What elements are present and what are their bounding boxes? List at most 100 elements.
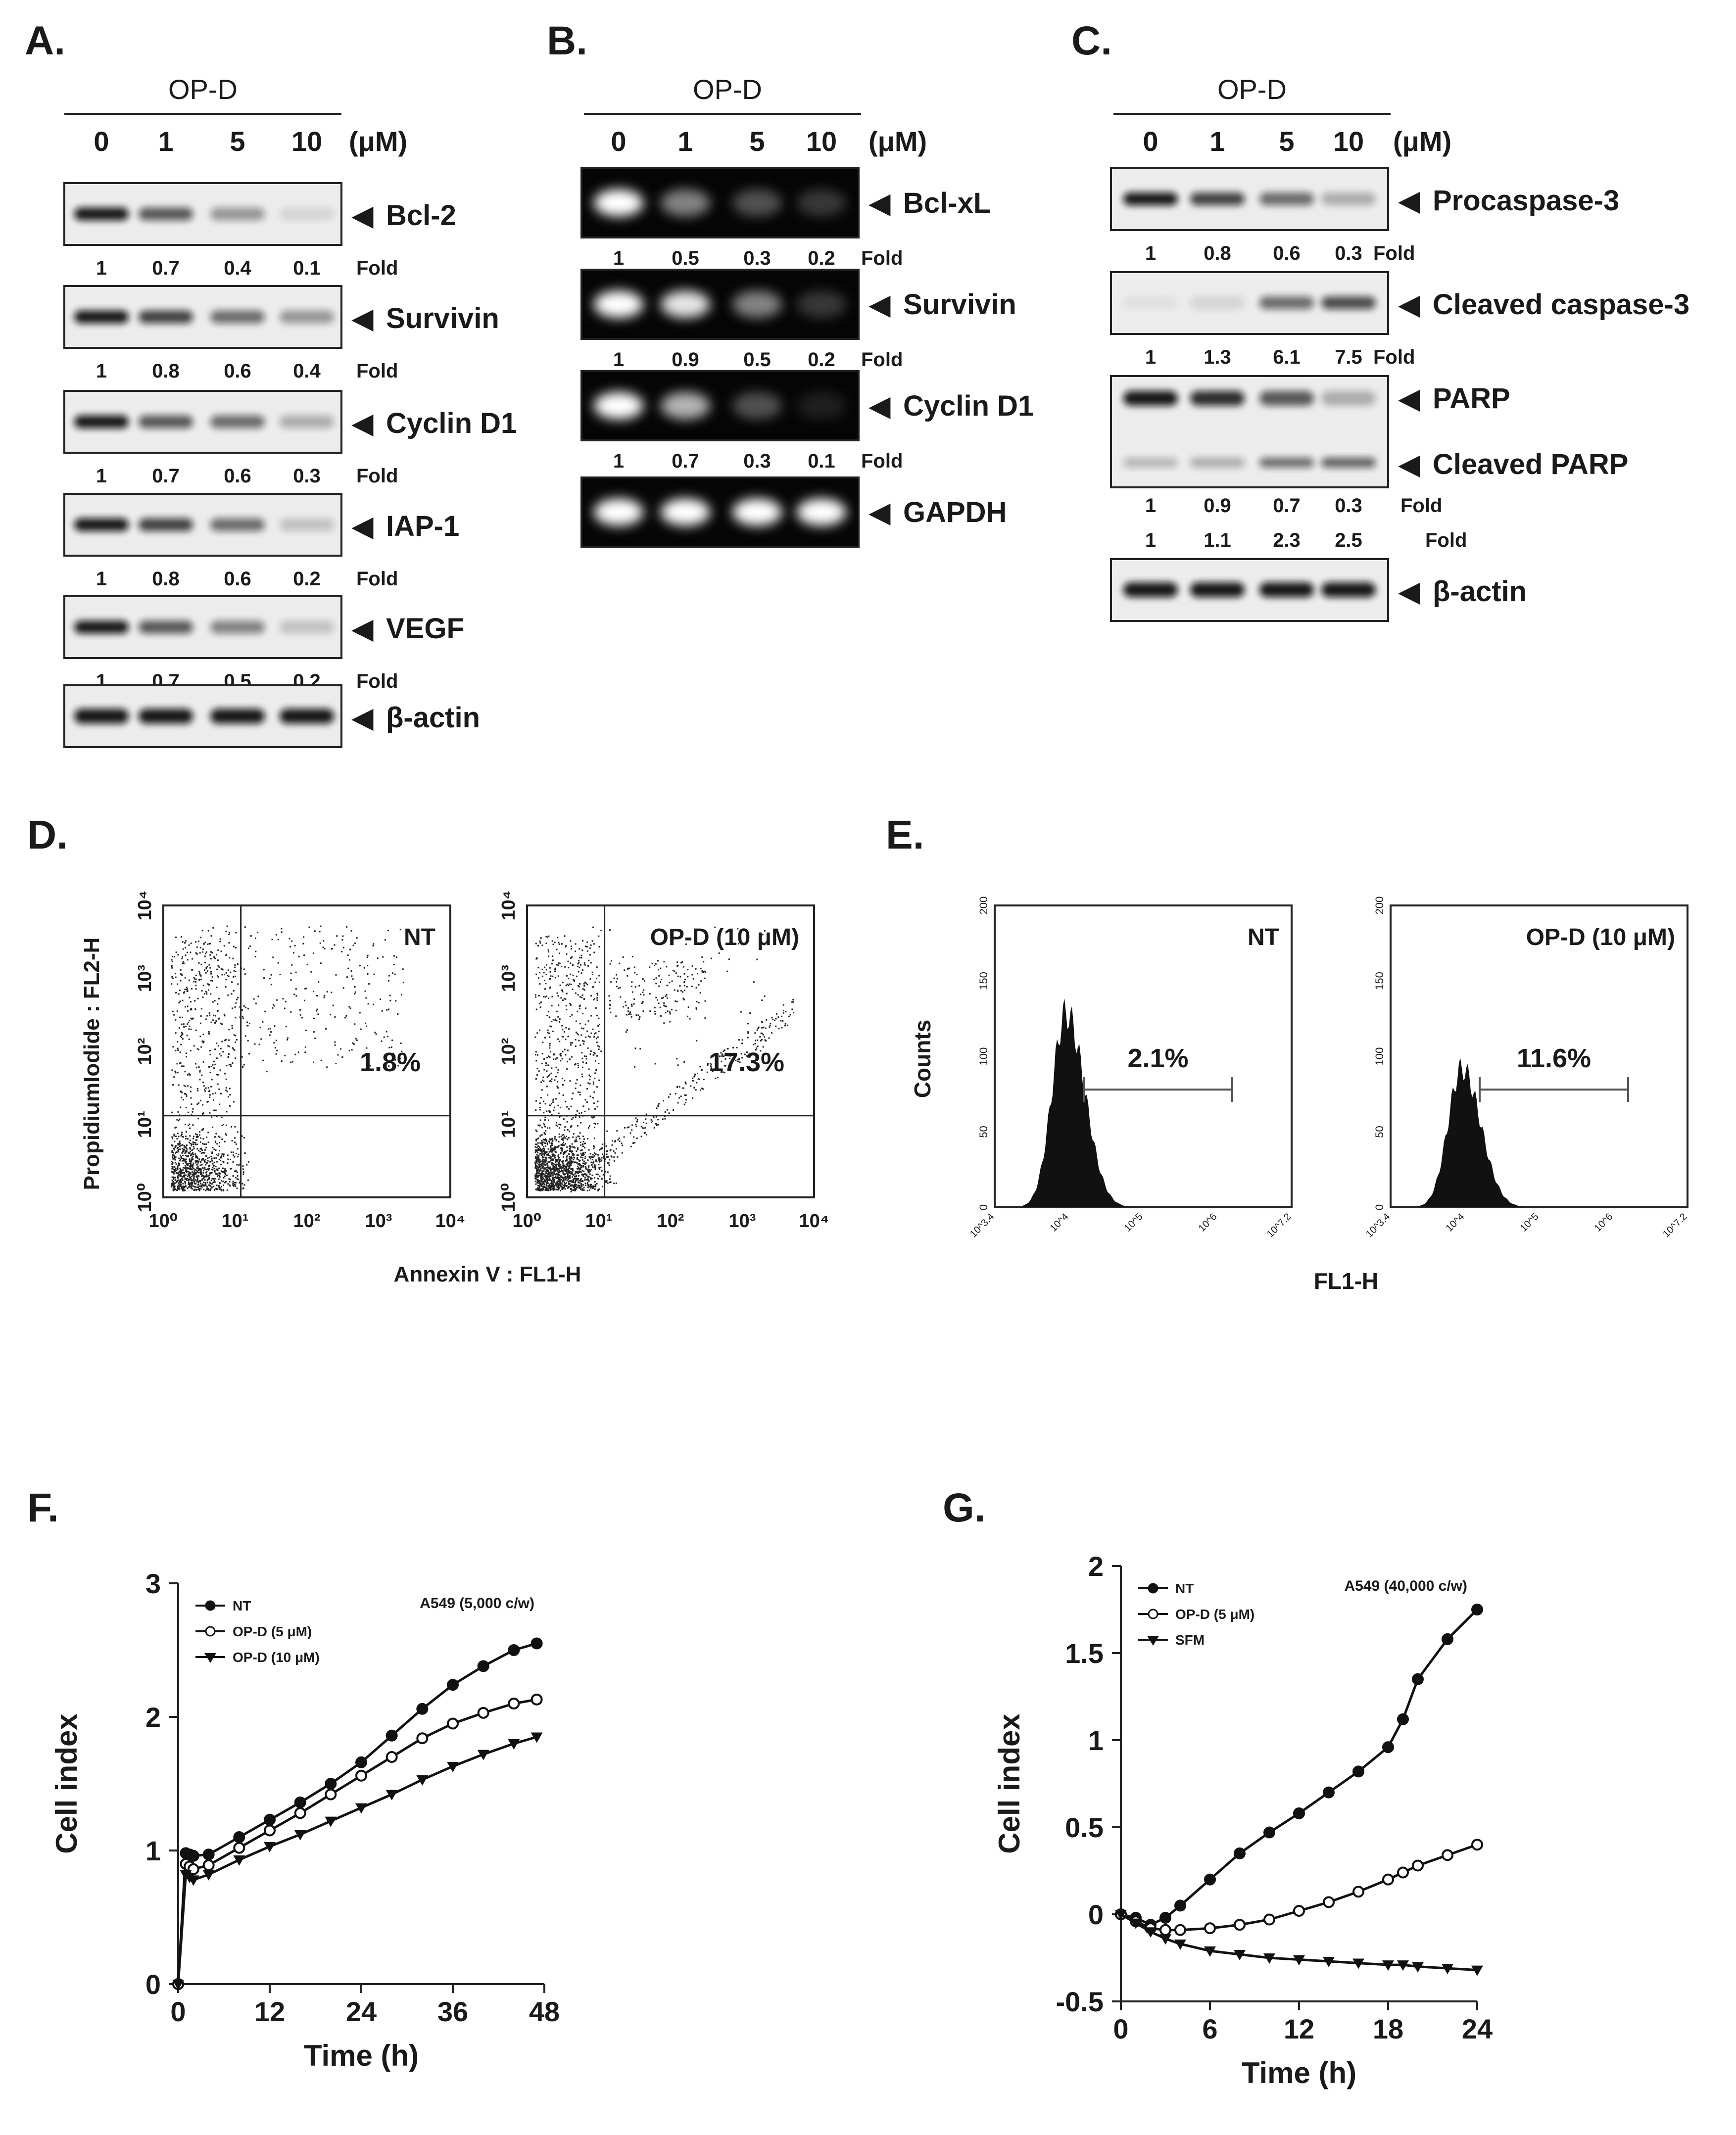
- panel-a-bcl-2-label: Bcl-2: [386, 199, 456, 232]
- panel-b-gapdh-arrow: ◀: [868, 496, 891, 528]
- panel-g-series-0-point-5: [1204, 1873, 1216, 1886]
- panel-a-vegf-band-3: [280, 620, 334, 634]
- panel-a-dose-0: 0: [94, 126, 109, 157]
- panel-g-series-1-point-9: [1323, 1896, 1335, 1908]
- panel-d-plot-op-d-xtick-4: 10⁴: [799, 1211, 829, 1232]
- panel-c-cleaved-caspase-3-band-3: [1321, 296, 1376, 309]
- panel-c-procaspase-3-arrow: ◀: [1398, 185, 1420, 217]
- panel-g-series-0-point-6: [1234, 1847, 1246, 1859]
- panel-b-gapdh-band-3: [797, 498, 846, 526]
- panel-g-series-0-point-11: [1382, 1741, 1394, 1754]
- panel-f-series-2-point-10: [386, 1790, 398, 1801]
- panel-a-vegf-band-0: [74, 620, 129, 634]
- panel-f-series-2-legend-label: OP-D (10 μM): [233, 1650, 320, 1665]
- panel-f-ytick-2: 2: [145, 1702, 161, 1733]
- panel-a-iap-1-arrow: ◀: [351, 510, 374, 542]
- panel-g-series-0-legend-marker: [1148, 1583, 1158, 1594]
- panel-b-gapdh-label: GAPDH: [903, 496, 1007, 528]
- panel-f-series-1-point-4: [202, 1859, 215, 1871]
- panel-g-series-2-point-2: [1145, 1927, 1157, 1938]
- panel-b-survivin-band-3: [797, 290, 846, 318]
- panel-e-plot-op-d-xtick-1: 10^4: [1444, 1211, 1467, 1234]
- panel-b-bcl-xl-label: Bcl-xL: [903, 187, 991, 219]
- panel-e-plot-op-d-xtick-2: 10^5: [1518, 1211, 1541, 1234]
- panel-f-series-1-legend-marker: [205, 1626, 216, 1637]
- panel-g-series-2-point-7: [1263, 1953, 1275, 1964]
- panel-g-xtick-1: 6: [1202, 2013, 1217, 2044]
- panel-d-y-label: PropidiumIodide : FL2-H: [80, 938, 104, 1190]
- panel-g-series-0-point-9: [1323, 1786, 1335, 1799]
- panel-f-series-2-point-6: [264, 1842, 276, 1852]
- panel-g-series-1-legend-marker: [1148, 1609, 1158, 1619]
- panel-a-unit: (μM): [349, 126, 407, 157]
- panel-c-cleaved-parp-fold-1: 1.1: [1204, 529, 1231, 551]
- panel-g-series-0-point-3: [1159, 1912, 1171, 1924]
- panel-g-series-0-point-4: [1174, 1899, 1186, 1912]
- panel-b-survivin-band-2: [732, 290, 782, 318]
- panel-e-plot-op-d-percent: 11.6%: [1517, 1044, 1591, 1073]
- panel-b-survivin-fold-label: Fold: [861, 349, 903, 371]
- panel-a-vegf-label: VEGF: [386, 613, 464, 645]
- panel-e-plot-nt-xtick-1: 10^4: [1048, 1211, 1071, 1234]
- panel-c-cleaved-caspase-3-fold-0: 1: [1145, 346, 1156, 368]
- panel-g-series-1: OP-D (5 μM): [1115, 1607, 1483, 1936]
- panel-g-series-0-point-13: [1412, 1673, 1424, 1685]
- panel-f-series-0: NT: [172, 1598, 543, 1990]
- panel-f-series-0-point-3: [187, 1850, 199, 1862]
- panel-a-survivin-fold-label: Fold: [356, 360, 398, 382]
- panel-c-procaspase-3-fold-0: 1: [1145, 242, 1156, 264]
- panel-e-plot-op-d-ytick-0: 0: [1373, 1204, 1386, 1210]
- panel-g-series-2-point-13: [1412, 1962, 1424, 1973]
- panel-c-dose-10: 10: [1333, 126, 1364, 157]
- panel-g-series-0-point-10: [1352, 1765, 1364, 1778]
- panel-c-dose-0: 0: [1143, 126, 1158, 157]
- panel-e-plot-op-d-xtick-0: 10^3.4: [1364, 1211, 1393, 1240]
- panel-f-series-2-point-8: [325, 1816, 337, 1827]
- panel-d-plot-nt-ytick-4: 10⁴: [135, 890, 155, 920]
- panel-b-bcl-xl-fold-label: Fold: [861, 247, 903, 269]
- panel-a-iap-1-label: IAP-1: [386, 510, 459, 542]
- panel-c-cleaved-parp-label: Cleaved PARP: [1433, 448, 1628, 480]
- panel-f-series-2-point-12: [447, 1761, 459, 1772]
- panel-a-dose-1: 1: [158, 126, 173, 157]
- panel-g-series-0-point-15: [1471, 1604, 1483, 1615]
- panel-c-parp-band-0: [1123, 391, 1178, 406]
- panel-e-plot-op-d-ytick-3: 150: [1373, 972, 1386, 990]
- panel-f-series-1-point-7: [294, 1807, 306, 1819]
- panel-b-survivin-label: Survivin: [903, 288, 1016, 321]
- panel-f-ytick-3: 3: [145, 1568, 161, 1599]
- panel-f-series-1-point-15: [530, 1693, 543, 1706]
- panel-f-series-2-point-0: [172, 1980, 184, 1990]
- panel-b-dose-0: 0: [611, 126, 626, 157]
- panel-g-series-1-point-6: [1234, 1919, 1246, 1931]
- panel-a-iap-1-band-2: [210, 518, 265, 531]
- panel-g-xtick-3: 18: [1373, 2013, 1403, 2044]
- panel-d-plot-op-d-ytick-3: 10³: [498, 965, 519, 992]
- panel-b-rt-pcr: OP-D 0 1 5 10 (μM) ◀ Bcl-xL 1 0.5 0.3 0.2 Fold ◀ Su…: [580, 74, 1034, 548]
- panel-g-series-2-legend-label: SFM: [1175, 1632, 1205, 1648]
- panel-d-flow-cytometry: PropidiumIodide : FL2-H Annexin V : FL1-…: [80, 890, 829, 1286]
- panel-c-parp-fold-2: 0.7: [1273, 495, 1301, 517]
- panel-c-procaspase-3-fold-3: 0.3: [1335, 242, 1362, 264]
- panel-g-series-0-line: [1120, 1609, 1478, 1926]
- panel-f-series-2-point-7: [294, 1830, 306, 1841]
- panel-c-procaspase-3-fold-1: 0.8: [1204, 242, 1231, 264]
- panel-e-plot-nt-xtick-4: 10^7.2: [1265, 1211, 1294, 1240]
- panel-g-y-label: Cell index: [993, 1713, 1026, 1853]
- panel-e-plot-op-d-xtick-3: 10^6: [1592, 1211, 1615, 1234]
- panel-f-series-0-point-6: [264, 1813, 276, 1826]
- panel-a-vegf-band-1: [139, 620, 193, 634]
- panel-b-cyclin-d1-fold-label: Fold: [861, 450, 903, 472]
- panel-e-plot-nt-ytick-4: 200: [977, 897, 990, 915]
- panel-g-ytick-3: 1: [1088, 1725, 1104, 1756]
- panel-label-c: C.: [1071, 18, 1112, 63]
- panel-b-cyclin-d1-band-0: [594, 392, 643, 420]
- panel-c-parp-band-1: [1190, 391, 1245, 406]
- panel-e-plot-op-d: 11.6% OP-D (10 μM) 0 50 100 150 200 10^3.4 10^4 1…: [1364, 897, 1689, 1240]
- panel-a-western-blot: OP-D 0 1 5 10 (μM) ◀ Bcl-2 1 0.7 0.4 0.1 Fold ◀ Sur…: [63, 74, 517, 748]
- panel-a-survivin-label: Survivin: [386, 302, 499, 334]
- panel-f-series-2-point-15: [530, 1732, 543, 1743]
- panel-a--actin-arrow: ◀: [351, 702, 374, 734]
- panel-b-cyclin-d1-fold-2: 0.3: [743, 450, 771, 472]
- panel-g-series-2-point-10: [1352, 1958, 1364, 1969]
